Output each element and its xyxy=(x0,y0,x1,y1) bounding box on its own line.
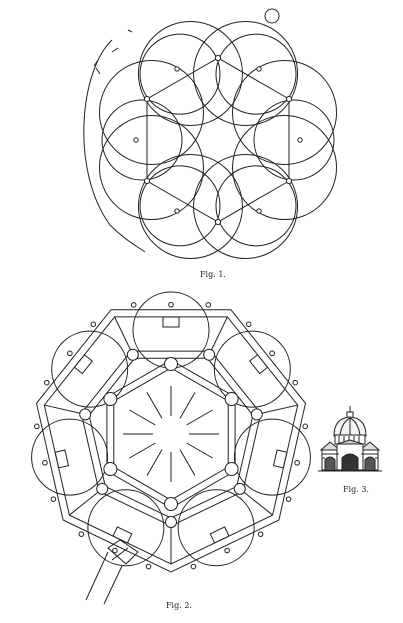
buttress-dot xyxy=(285,496,292,502)
vertex-dot xyxy=(143,95,151,103)
column xyxy=(233,482,246,495)
buttress-dot xyxy=(302,423,309,430)
buttress-dot xyxy=(257,531,264,537)
radial-wall xyxy=(44,404,82,415)
column xyxy=(224,392,239,406)
figure-3-church-elevation xyxy=(318,406,382,472)
ambulatory-inner xyxy=(88,357,254,519)
radial-wall xyxy=(69,490,100,516)
column xyxy=(164,497,178,511)
buttress-dot xyxy=(145,563,152,570)
buttress-dot xyxy=(190,563,197,570)
chapel-lobe xyxy=(177,489,255,567)
outer-wall xyxy=(35,309,307,573)
radial-wall xyxy=(114,316,132,352)
buttress-dot xyxy=(33,423,40,430)
buttress-dot xyxy=(224,547,230,554)
buttress-dot xyxy=(205,302,212,308)
vertex-dot xyxy=(214,218,222,226)
column xyxy=(224,462,239,476)
figure-3-caption: Fig. 3. xyxy=(343,485,369,494)
buttress-dot xyxy=(90,321,97,328)
column xyxy=(103,392,118,406)
chapel-lobe xyxy=(51,330,129,408)
buttress-dot xyxy=(294,459,300,466)
buttress-dot xyxy=(245,321,252,328)
niche xyxy=(249,354,269,375)
vault-rib xyxy=(179,392,196,419)
buttress-dot xyxy=(269,350,275,357)
column xyxy=(165,516,177,528)
radial-wall xyxy=(210,316,228,352)
midpoint-dot xyxy=(256,208,262,214)
construction-circle xyxy=(98,115,204,221)
vault-rib xyxy=(179,449,196,476)
vertex-dot xyxy=(143,177,151,185)
figure-1-caption: Fig. 1. xyxy=(200,270,226,279)
construction-circle xyxy=(253,99,335,181)
midpoint-dot xyxy=(174,208,180,214)
construction-circle xyxy=(98,59,204,165)
construction-circle xyxy=(101,99,183,181)
figure-2-caption: Fig. 2. xyxy=(166,601,192,610)
construction-circle xyxy=(232,115,338,221)
midpoint-dot xyxy=(133,137,139,143)
buttress-dot xyxy=(67,350,73,357)
chapel-lobe xyxy=(87,489,165,567)
niche xyxy=(272,449,288,469)
vault-rib xyxy=(129,409,156,426)
buttress-dot xyxy=(168,301,174,308)
column xyxy=(203,348,216,361)
vertex-dot xyxy=(285,95,293,103)
midpoint-dot xyxy=(256,66,262,72)
buttress-dot xyxy=(50,496,57,502)
column xyxy=(79,408,92,421)
vault-rib xyxy=(186,409,213,426)
midpoint-dot xyxy=(174,66,180,72)
construction-circle xyxy=(232,59,338,165)
vault-rib xyxy=(146,449,163,476)
buttress-dot xyxy=(43,379,50,386)
buttress-dot xyxy=(112,547,118,554)
radial-wall xyxy=(260,404,298,415)
midpoint-dot xyxy=(297,137,303,143)
niche xyxy=(209,526,230,544)
radial-wall xyxy=(242,490,273,516)
ambulatory-outer xyxy=(80,350,262,527)
vertex-dot xyxy=(285,177,293,185)
column xyxy=(103,462,118,476)
construction-circle xyxy=(193,154,299,260)
chapel-lobe xyxy=(31,418,109,496)
construction-circle xyxy=(215,33,297,115)
vault-rib xyxy=(146,392,163,419)
buttress-dot xyxy=(78,531,85,537)
vertex-dot xyxy=(214,54,222,62)
vault-rib xyxy=(129,442,156,459)
chapel-lobe xyxy=(233,418,311,496)
column xyxy=(250,408,263,421)
niche xyxy=(162,316,180,328)
construction-circle xyxy=(215,165,297,247)
niche xyxy=(73,354,93,375)
buttress-dot xyxy=(42,459,48,466)
construction-circle xyxy=(137,154,243,260)
construction-circle xyxy=(139,165,221,247)
column xyxy=(164,357,178,371)
niche xyxy=(54,449,70,469)
chapel-lobe xyxy=(213,330,291,408)
column xyxy=(126,348,139,361)
niche xyxy=(112,526,133,544)
buttress-dot xyxy=(130,302,137,308)
vault-rib xyxy=(186,442,213,459)
column xyxy=(96,482,109,495)
construction-circle xyxy=(137,20,243,126)
buttress-dot xyxy=(292,379,299,386)
construction-circle xyxy=(193,20,299,126)
construction-circle xyxy=(139,33,221,115)
